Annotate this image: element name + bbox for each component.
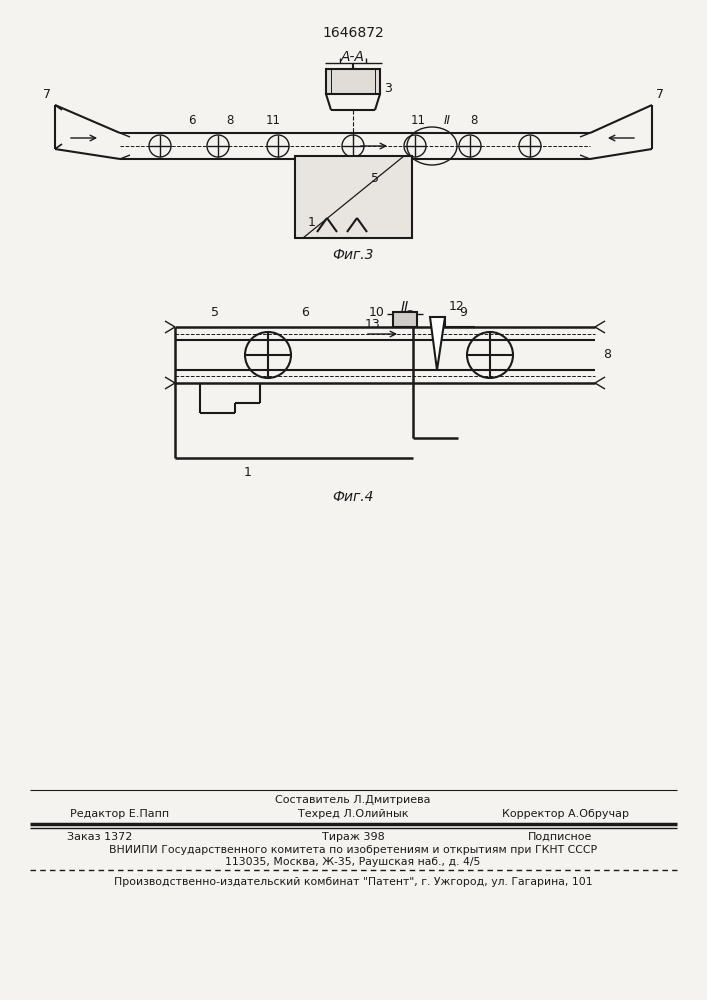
Text: Заказ 1372: Заказ 1372 xyxy=(67,832,133,842)
Text: Фиг.3: Фиг.3 xyxy=(332,248,374,262)
Text: 3: 3 xyxy=(384,82,392,95)
Text: ВНИИПИ Государственного комитета по изобретениям и открытиям при ГКНТ СССР: ВНИИПИ Государственного комитета по изоб… xyxy=(109,845,597,855)
Text: II: II xyxy=(401,300,409,314)
Text: 13: 13 xyxy=(365,318,381,332)
Text: 7: 7 xyxy=(43,89,51,102)
Bar xyxy=(295,156,412,238)
Text: 5: 5 xyxy=(371,172,379,184)
Text: 12: 12 xyxy=(449,300,465,314)
Text: Корректор А.Обручар: Корректор А.Обручар xyxy=(501,809,629,819)
Text: 8: 8 xyxy=(470,114,478,127)
Text: А-А: А-А xyxy=(341,50,365,64)
Text: 8: 8 xyxy=(603,349,611,361)
Text: 6: 6 xyxy=(188,114,196,127)
Text: 8: 8 xyxy=(226,114,234,127)
Bar xyxy=(326,69,380,94)
Text: Составитель Л.Дмитриева: Составитель Л.Дмитриева xyxy=(275,795,431,805)
Text: Производственно-издательский комбинат "Патент", г. Ужгород, ул. Гагарина, 101: Производственно-издательский комбинат "П… xyxy=(114,877,592,887)
Text: 113035, Москва, Ж-35, Раушская наб., д. 4/5: 113035, Москва, Ж-35, Раушская наб., д. … xyxy=(226,857,481,867)
Text: 5: 5 xyxy=(211,306,219,320)
Text: Редактор Е.Папп: Редактор Е.Папп xyxy=(71,809,170,819)
Text: 6: 6 xyxy=(301,306,309,320)
Polygon shape xyxy=(430,317,445,370)
Text: Фиг.4: Фиг.4 xyxy=(332,490,374,504)
Text: 1: 1 xyxy=(244,466,252,480)
Text: Подписное: Подписное xyxy=(528,832,592,842)
Text: 11: 11 xyxy=(411,114,426,127)
Text: 1646872: 1646872 xyxy=(322,26,384,40)
Bar xyxy=(393,312,417,327)
Text: II: II xyxy=(443,113,450,126)
Text: 7: 7 xyxy=(656,89,664,102)
Text: 10: 10 xyxy=(369,306,385,320)
Text: Тираж 398: Тираж 398 xyxy=(322,832,385,842)
Text: 1: 1 xyxy=(308,217,316,230)
Text: 11: 11 xyxy=(266,114,281,127)
Text: 9: 9 xyxy=(459,306,467,318)
Text: Техред Л.Олийнык: Техред Л.Олийнык xyxy=(298,809,408,819)
